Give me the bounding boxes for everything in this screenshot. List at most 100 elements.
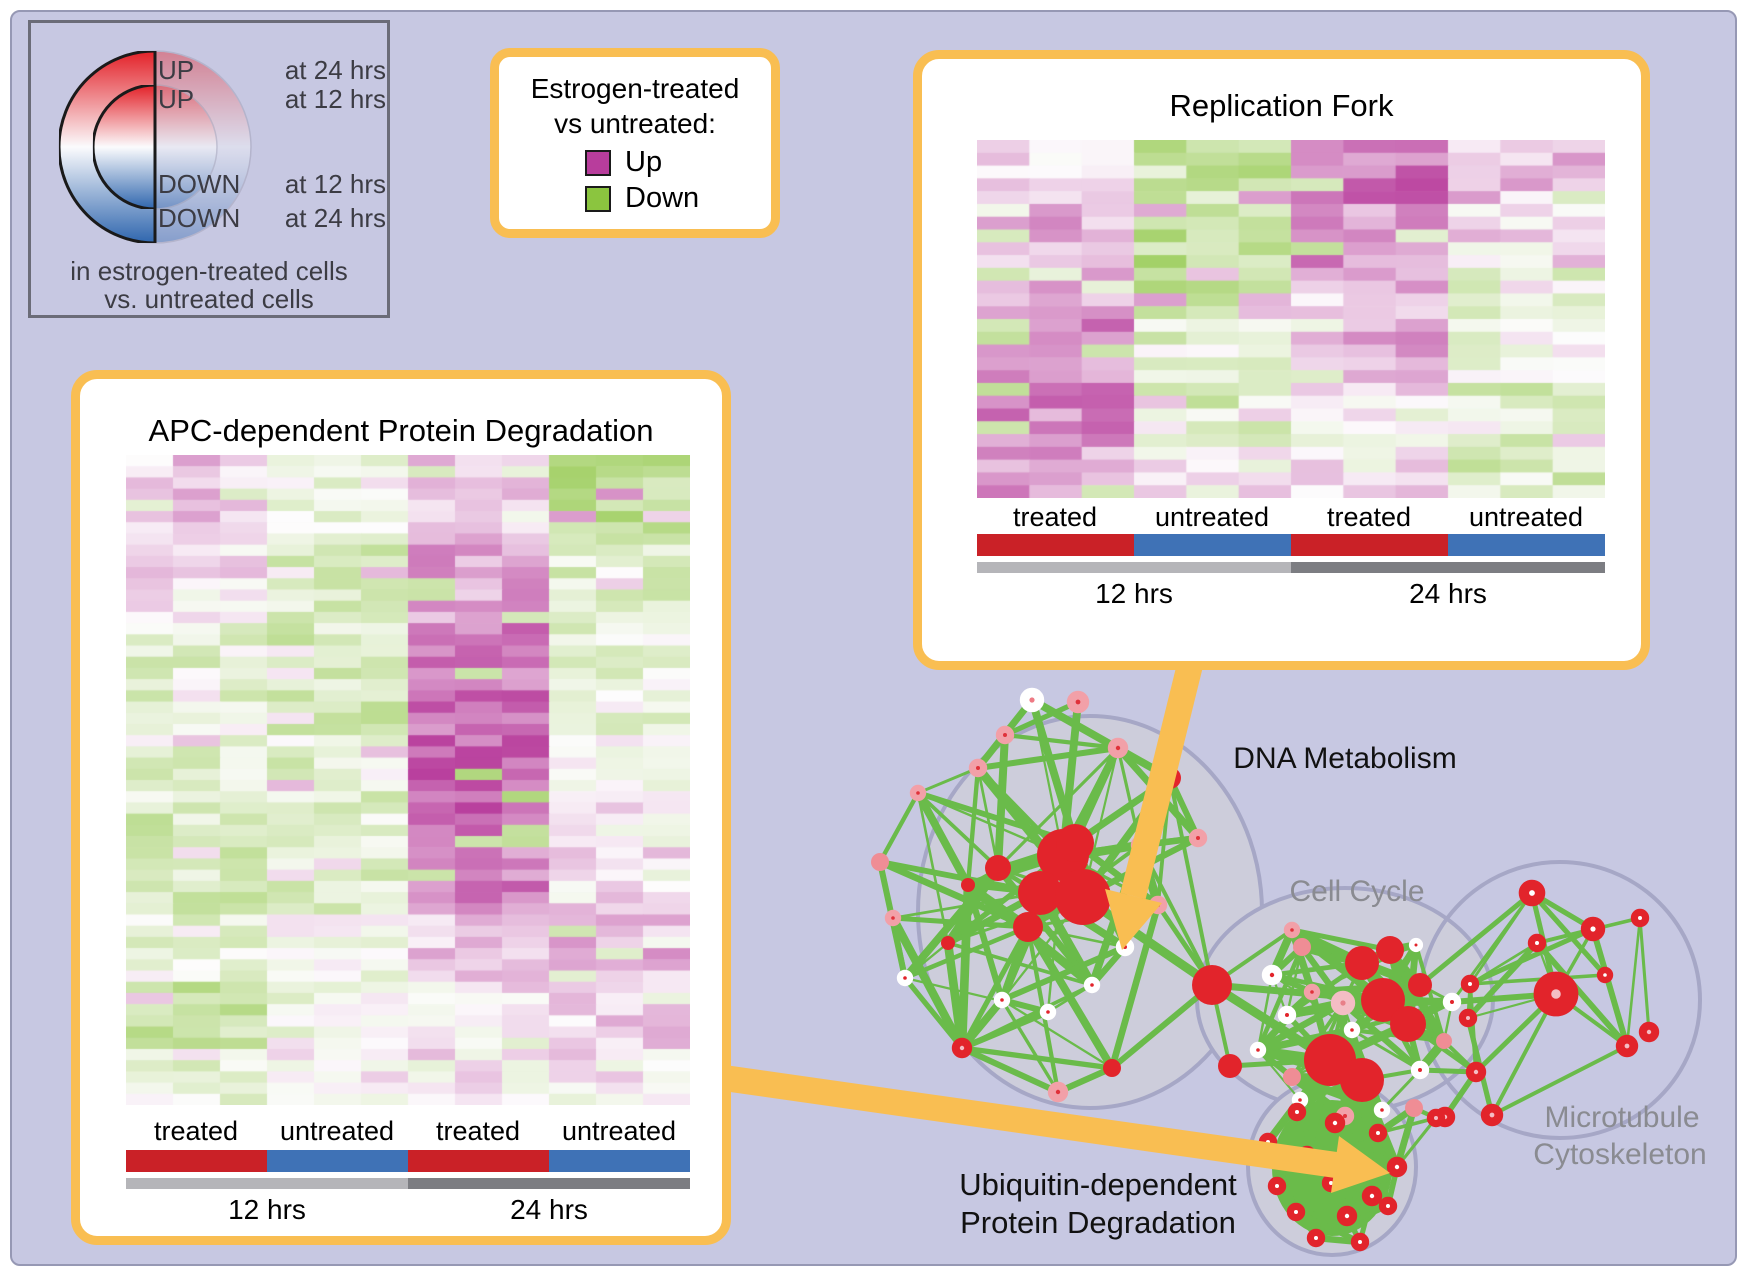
network-node-cell <box>1408 937 1424 953</box>
apc-untreated-bar-24h <box>549 1150 690 1172</box>
network-edge <box>965 765 981 888</box>
network-node-micro <box>1638 1021 1660 1043</box>
network-node-dna <box>1107 737 1129 759</box>
network-edge <box>943 938 967 1053</box>
network-node-cell <box>1373 1101 1391 1119</box>
network-node-dna <box>1047 1081 1069 1103</box>
network-edge <box>1339 999 1424 1074</box>
rf-col-label: treated <box>1012 502 1098 532</box>
ring-legend-box: UP at 24 hrs UP at 12 hrs DOWN at 12 hrs… <box>28 20 390 318</box>
apc-untreated-bar-12h <box>267 1150 408 1172</box>
rf-24hrs-label: 24 hrs <box>1409 578 1487 609</box>
up-down-key-box: Estrogen-treated vs untreated: Up Down <box>490 48 780 238</box>
network-node-cell <box>1293 938 1311 956</box>
network-edge <box>1468 973 1607 986</box>
network-node-cell <box>1390 1006 1426 1042</box>
network-node-ubiq <box>1267 1176 1287 1196</box>
network-node-dna <box>896 969 914 987</box>
apc-24hrs-bar <box>408 1178 690 1189</box>
network-node-cell <box>1343 1021 1361 1039</box>
network-edge <box>958 996 1006 1052</box>
network-node-micro <box>1630 908 1650 928</box>
cluster-label: Cell Cycle <box>1289 875 1425 908</box>
apc-col-label: untreated <box>561 1116 677 1146</box>
rf-col-label: untreated <box>1154 502 1270 532</box>
network-edge <box>976 766 1000 870</box>
network-node-dna <box>1055 869 1111 925</box>
network-node-cell <box>1277 1005 1297 1025</box>
network-node-dna <box>1019 687 1045 713</box>
network-node-ubiq <box>1426 1108 1446 1128</box>
time-label: at 24 hrs <box>284 203 386 233</box>
cluster-label: Cytoskeleton <box>1533 1138 1707 1171</box>
network-node-cell <box>1361 978 1405 1022</box>
panel-link-arrow-shaft-2 <box>722 1065 1338 1178</box>
ring-legend-row: UP at 24 hrs <box>158 55 386 86</box>
network-edge <box>1638 916 1651 1034</box>
network-node-ubiq <box>1378 1196 1398 1216</box>
network-edge <box>1002 699 1081 738</box>
network-edge <box>996 746 1120 870</box>
network-edge <box>877 790 921 865</box>
network-node-dna <box>1056 824 1094 862</box>
rf-treated-bar-12h <box>977 534 1134 556</box>
time-label: at 24 hrs <box>284 55 386 85</box>
direction-label: UP <box>158 55 195 85</box>
network-node-cell <box>1345 946 1379 980</box>
network-node-micro <box>1460 974 1480 994</box>
cluster-label: Ubiquitin-dependent <box>959 1167 1237 1202</box>
rf-col-label: treated <box>1326 502 1412 532</box>
network-edge <box>1273 1182 1351 1220</box>
apc-col-label: treated <box>435 1116 521 1146</box>
network-edge <box>1000 998 1114 1070</box>
network-edge <box>901 864 1002 982</box>
network-node-cell <box>1408 973 1432 997</box>
network-node-dna <box>951 1037 973 1059</box>
network-node-micro <box>1533 971 1579 1017</box>
key-title-line1: Estrogen-treated <box>530 73 740 104</box>
network-node-micro <box>1527 933 1547 953</box>
network-node-dna <box>993 991 1011 1009</box>
ring-legend-row: DOWN at 12 hrs <box>158 169 386 200</box>
network-edge <box>1288 926 1316 996</box>
network-edge <box>1350 1028 1422 1072</box>
network-node-dna <box>995 725 1015 745</box>
network-edge <box>1168 776 1214 987</box>
network-node-cell <box>1283 1068 1301 1086</box>
network-edge <box>1002 732 1121 751</box>
network-edge <box>1467 926 1596 987</box>
network-node-dna <box>1018 871 1062 915</box>
network-edge <box>964 881 1006 1004</box>
network-edge <box>1293 1193 1375 1215</box>
network-node-cell <box>1410 1060 1430 1080</box>
panel-link-arrow-head-1 <box>1105 889 1162 950</box>
network-node-micro <box>1518 879 1546 907</box>
apc-treated-bar-12h <box>126 1150 267 1172</box>
direction-label: DOWN <box>158 169 241 199</box>
network-edge <box>1393 1104 1418 1171</box>
network-edge <box>1590 926 1630 1049</box>
network-edge <box>1208 981 1387 1004</box>
network-node-ubiq <box>1361 1185 1383 1207</box>
cluster-label: DNA Metabolism <box>1233 742 1457 775</box>
network-node-dna <box>1013 912 1043 942</box>
network-edge <box>1256 1048 1302 1102</box>
network-node-ubiq <box>1287 1102 1307 1122</box>
network-edge <box>1289 927 1393 953</box>
rf-12hrs-label: 12 hrs <box>1095 578 1173 609</box>
network-edge <box>946 941 1094 987</box>
network-edge <box>1534 940 1630 1049</box>
direction-label: DOWN <box>158 203 241 233</box>
network-node-ubiq <box>1368 1123 1388 1143</box>
apc-12hrs-bar <box>126 1178 408 1189</box>
network-node-ubiq <box>1324 1112 1346 1134</box>
network-edge <box>903 941 950 980</box>
rf-24hrs-bar <box>1291 562 1605 573</box>
network-edge <box>1109 982 1215 1071</box>
network-node-ubiq <box>1306 1228 1326 1248</box>
network-node-dna <box>871 853 889 871</box>
up-swatch <box>585 149 611 176</box>
key-title-line2: vs untreated: <box>554 108 716 139</box>
panel-link-arrow-shaft-1 <box>1120 661 1203 900</box>
